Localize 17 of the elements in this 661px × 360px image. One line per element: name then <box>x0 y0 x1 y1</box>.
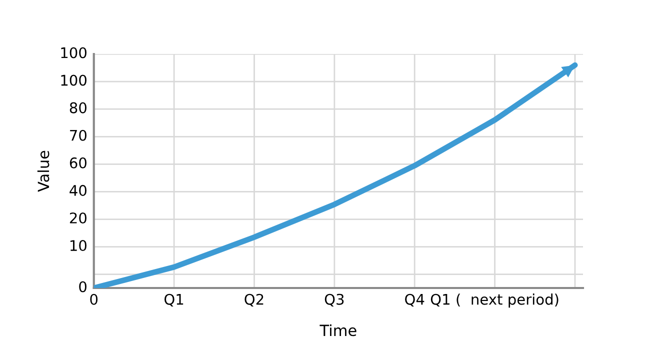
text: 70 <box>70 130 86 141</box>
x-tick-label: 0 <box>90 294 98 305</box>
text: 10 <box>70 240 86 252</box>
text: 40 <box>70 184 86 196</box>
text: 20 <box>70 212 86 224</box>
text: 60 <box>70 157 86 168</box>
x-tick-label: Q1 ( next period) <box>430 294 558 308</box>
y-axis-title: Value <box>37 150 50 192</box>
x-tick-label: Q2 <box>244 294 264 307</box>
x-tick-label: Q4 <box>405 294 424 307</box>
x-axis-title: Time <box>320 324 356 336</box>
x-tick-label: Q3 <box>324 294 344 307</box>
text: 100 <box>61 74 86 86</box>
text: 80 <box>70 102 86 114</box>
text: 100 <box>61 47 86 58</box>
text: 0 <box>79 281 86 292</box>
x-tick-label: Q1 <box>164 294 184 307</box>
